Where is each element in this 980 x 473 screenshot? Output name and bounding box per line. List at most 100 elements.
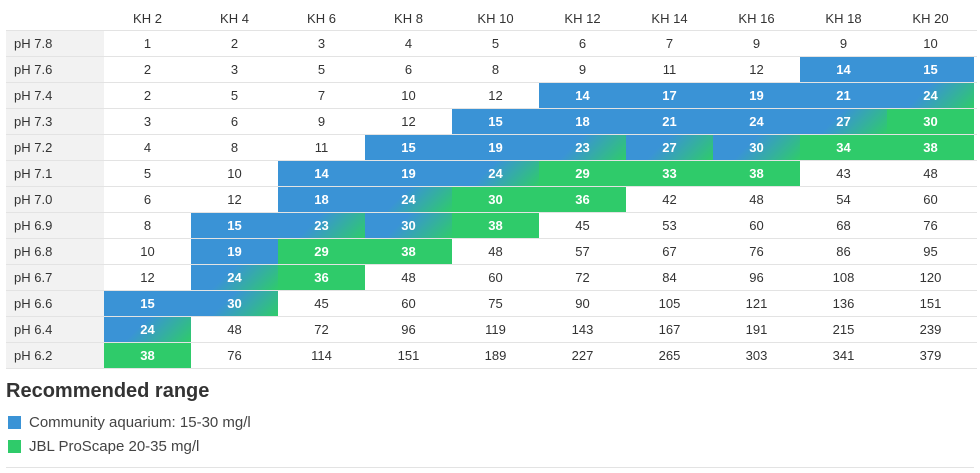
table-cell: 33 [626, 161, 713, 186]
table-cell: 29 [539, 161, 626, 186]
row-label: pH 7.4 [6, 83, 104, 108]
table-cell: 24 [191, 265, 278, 290]
table-cell: 189 [484, 348, 507, 363]
table-cell: 24 [452, 161, 539, 186]
table-row: pH 6.8 10 19 29 38 48 57 67 76 86 95 [6, 239, 977, 265]
legend-item-community: Community aquarium: 15-30 mg/l [8, 414, 251, 431]
table-row: pH 7.4 2 5 7 10 12 14 17 19 21 24 [6, 83, 977, 109]
table-cell: 84 [662, 270, 677, 285]
table-cell: 48 [401, 270, 416, 285]
table-cell: 38 [887, 135, 974, 160]
table-cell: 6 [578, 36, 587, 51]
table-cell: 53 [662, 218, 677, 233]
table-cell: 5 [317, 62, 326, 77]
table-body: pH 7.8 1 2 3 4 5 6 7 9 9 10 pH 7.6 2 3 5 6 8 9 11 12 14 15 pH … [6, 31, 977, 369]
table-cell: 9 [578, 62, 587, 77]
column-header-kh16: KH 16 [738, 10, 775, 26]
table-cell: 38 [365, 239, 452, 264]
table-row: pH 7.2 4 8 11 15 19 23 27 30 34 38 [6, 135, 977, 161]
table-cell: 9 [752, 36, 761, 51]
table-cell: 6 [404, 62, 413, 77]
table-cell: 2 [230, 36, 239, 51]
table-cell: 14 [800, 57, 887, 82]
legend-swatch-blue [8, 416, 21, 429]
legend-item-proscape: JBL ProScape 20-35 mg/l [8, 438, 199, 455]
table-cell: 19 [713, 83, 800, 108]
table-row: pH 7.0 6 12 18 24 30 36 42 48 54 60 [6, 187, 977, 213]
table-cell: 19 [452, 135, 539, 160]
table-cell: 30 [365, 213, 452, 238]
table-cell: 45 [575, 218, 590, 233]
table-cell: 12 [401, 114, 416, 129]
table-cell: 11 [314, 140, 329, 155]
row-label: pH 6.8 [6, 239, 104, 264]
table-cell: 143 [571, 322, 594, 337]
table-cell: 60 [749, 218, 764, 233]
table-cell: 86 [836, 244, 851, 259]
table-cell: 5 [143, 166, 152, 181]
header-corner [6, 6, 104, 30]
table-cell: 29 [278, 239, 365, 264]
table-row: pH 7.6 2 3 5 6 8 9 11 12 14 15 [6, 57, 977, 83]
table-cell: 8 [491, 62, 500, 77]
table-cell: 6 [230, 114, 239, 129]
row-label: pH 7.3 [6, 109, 104, 134]
table-cell: 75 [488, 296, 503, 311]
bottom-divider [6, 467, 974, 468]
table-cell: 7 [317, 88, 326, 103]
table-cell: 191 [745, 322, 768, 337]
table-cell: 108 [832, 270, 855, 285]
row-label: pH 7.0 [6, 187, 104, 212]
table-cell: 27 [800, 109, 887, 134]
table-cell: 10 [923, 36, 938, 51]
table-cell: 18 [539, 109, 626, 134]
table-cell: 90 [575, 296, 590, 311]
table-row: pH 6.9 8 15 23 30 38 45 53 60 68 76 [6, 213, 977, 239]
table-cell: 136 [832, 296, 855, 311]
table-cell: 72 [314, 322, 329, 337]
table-cell: 38 [104, 343, 191, 368]
table-cell: 10 [140, 244, 155, 259]
table-cell: 215 [832, 322, 855, 337]
table-cell: 76 [749, 244, 764, 259]
table-cell: 151 [397, 348, 420, 363]
legend-label-community: Community aquarium: 15-30 mg/l [29, 414, 251, 431]
table-cell: 38 [713, 161, 800, 186]
table-cell: 379 [919, 348, 942, 363]
table-cell: 96 [749, 270, 764, 285]
legend-label-proscape: JBL ProScape 20-35 mg/l [29, 438, 200, 455]
column-header-kh20: KH 20 [912, 10, 949, 26]
table-cell: 114 [311, 348, 332, 363]
table-cell: 27 [626, 135, 713, 160]
table-cell: 15 [887, 57, 974, 82]
row-label: pH 6.7 [6, 265, 104, 290]
table-header: KH 2 KH 4 KH 6 KH 8 KH 10 KH 12 KH 14 KH… [6, 6, 977, 31]
table-cell: 3 [143, 114, 152, 129]
table-cell: 76 [227, 348, 242, 363]
table-cell: 15 [104, 291, 191, 316]
table-cell: 30 [713, 135, 800, 160]
table-row: pH 6.4 24 48 72 96 119 143 167 191 215 239 [6, 317, 977, 343]
table-cell: 68 [836, 218, 851, 233]
table-cell: 15 [365, 135, 452, 160]
table-cell: 60 [401, 296, 416, 311]
table-cell: 23 [539, 135, 626, 160]
table-cell: 10 [227, 166, 242, 181]
table-cell: 151 [919, 296, 942, 311]
table-cell: 105 [658, 296, 681, 311]
row-label: pH 7.1 [6, 161, 104, 186]
row-label: pH 7.2 [6, 135, 104, 160]
table-cell: 19 [191, 239, 278, 264]
table-cell: 45 [314, 296, 329, 311]
table-cell: 36 [539, 187, 626, 212]
table-cell: 4 [143, 140, 152, 155]
table-cell: 2 [143, 88, 152, 103]
table-cell: 24 [713, 109, 800, 134]
table-cell: 24 [365, 187, 452, 212]
column-header-kh2: KH 2 [133, 10, 162, 26]
table-cell: 54 [836, 192, 851, 207]
table-cell: 10 [401, 88, 416, 103]
table-cell: 30 [887, 109, 974, 134]
table-cell: 121 [745, 296, 768, 311]
row-label: pH 6.9 [6, 213, 104, 238]
